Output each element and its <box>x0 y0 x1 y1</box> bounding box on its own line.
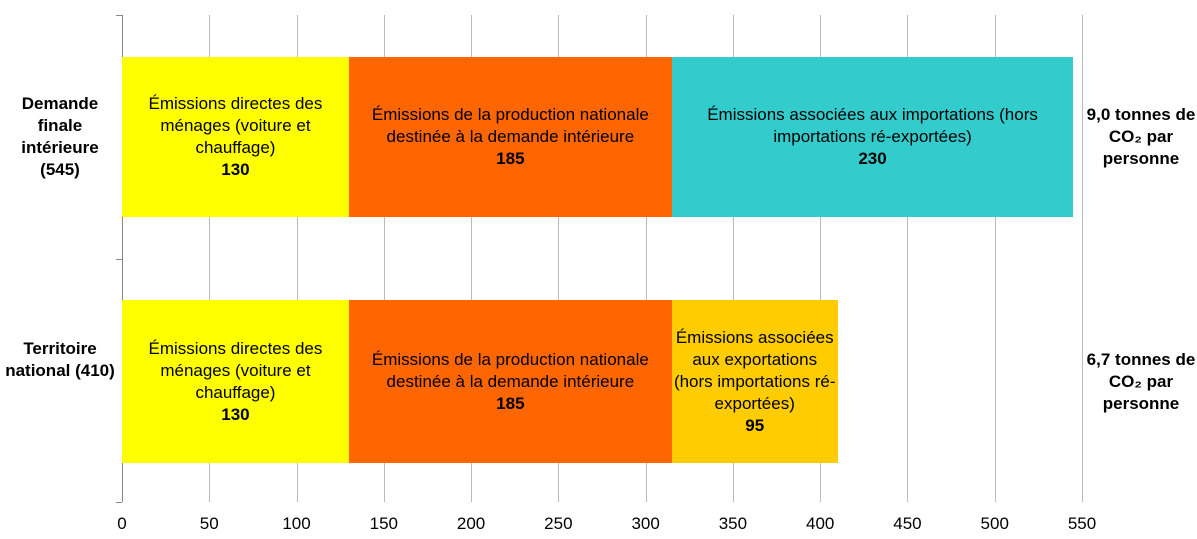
segment-value: 230 <box>858 149 887 168</box>
axis-tick <box>116 15 122 16</box>
grid-line <box>907 15 909 502</box>
grid-line <box>558 15 560 502</box>
x-tick-label: 350 <box>718 514 748 533</box>
bar-segment: Émissions de la production nationale des… <box>348 300 672 463</box>
category-label: Territoire national (410) <box>5 338 115 380</box>
annotation: 6,7 tonnes de CO₂ par personne <box>1086 349 1196 413</box>
bar-segment: Émissions directes des ménages (voiture … <box>122 57 349 217</box>
x-tick-label: 450 <box>893 514 922 533</box>
grid-line <box>645 15 647 502</box>
grid-line <box>732 15 734 502</box>
segment-name: Émissions directes des ménages (voiture … <box>148 94 323 157</box>
segment-value: 185 <box>496 393 525 413</box>
segment-name: Émissions de la production nationale des… <box>371 349 649 391</box>
segment-value: 130 <box>221 404 250 424</box>
x-tick-label: 50 <box>199 514 219 533</box>
bar-segment: Émissions associées aux importations (ho… <box>671 57 1074 217</box>
category-label: Demande finale intérieure (545) <box>21 94 99 179</box>
grid-line <box>1082 15 1083 502</box>
grid-line <box>820 15 822 502</box>
y-axis-line <box>122 15 123 502</box>
grid-line <box>296 15 298 502</box>
x-tick-label: 550 <box>1067 514 1097 533</box>
segment-name: Émissions associées aux exportations (ho… <box>673 327 836 413</box>
segment-name: Émissions directes des ménages (voiture … <box>148 338 323 402</box>
axis-tick <box>116 502 122 503</box>
segment-value: 130 <box>221 160 250 179</box>
x-tick-label: 500 <box>980 514 1009 533</box>
x-tick-label: 250 <box>544 514 573 533</box>
x-tick-label: 400 <box>805 514 835 533</box>
grid-line <box>383 15 385 502</box>
segment-value: 185 <box>496 149 525 168</box>
x-tick-label: 300 <box>631 514 660 533</box>
segment-name: Émissions de la production nationale des… <box>371 105 649 146</box>
x-tick-label: 150 <box>369 514 398 533</box>
bar-segment: Émissions de la production nationale des… <box>348 57 672 217</box>
axis-tick <box>116 258 122 260</box>
bar-segment: Émissions directes des ménages (voiture … <box>122 300 349 463</box>
grid-line <box>471 15 473 502</box>
segment-value: 95 <box>745 415 765 435</box>
x-tick-label: 200 <box>456 514 486 533</box>
bar-segment: Émissions associées aux exportations (ho… <box>671 300 838 463</box>
grid-line <box>209 15 211 502</box>
annotation: 9,0 tonnes de CO₂ par personne <box>1086 105 1196 168</box>
x-tick-label: 0 <box>117 514 127 533</box>
x-tick-label: 100 <box>282 514 311 533</box>
grid-line <box>994 15 996 502</box>
segment-name: Émissions associées aux importations (ho… <box>707 105 1038 146</box>
